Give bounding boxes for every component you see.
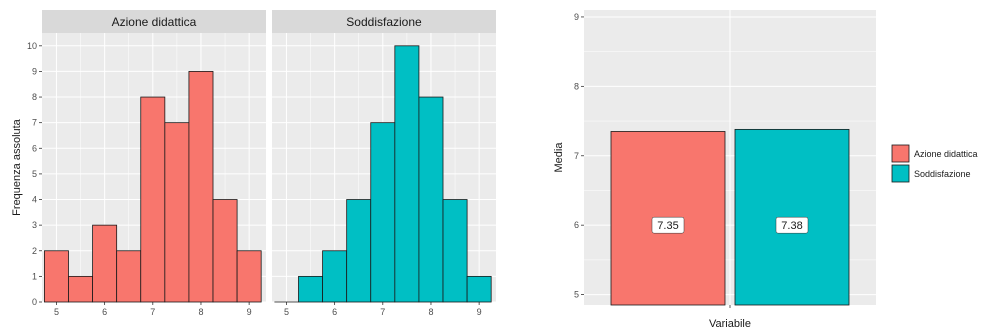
y-tick-label: 8 [32, 92, 37, 102]
y-tick-label: 6 [574, 220, 579, 230]
x-tick-label: 7 [380, 307, 385, 317]
histogram-bar [370, 122, 396, 303]
y-tick-label: 7 [32, 118, 37, 128]
histogram-bar [92, 224, 118, 303]
y-tick-label: 9 [574, 12, 579, 22]
histogram-bar [346, 199, 372, 303]
value-label: 7.38 [781, 220, 802, 232]
y-tick-label: 8 [574, 81, 579, 91]
histogram-bar [394, 45, 420, 303]
histogram-bar [68, 275, 93, 303]
value-label: 7.35 [657, 220, 678, 232]
histogram-bar [140, 96, 166, 303]
x-axis-title: Variabile [709, 318, 751, 330]
x-tick-label: 9 [477, 307, 482, 317]
value-label-box [651, 216, 685, 234]
y-tick-label: 7 [574, 151, 579, 161]
legend-label: Azione didattica [914, 149, 978, 159]
y-tick-label: 6 [32, 143, 37, 153]
x-tick-label: 5 [284, 307, 289, 317]
y-tick-label: 5 [32, 169, 37, 179]
legend-key [891, 144, 910, 163]
x-tick-label: 8 [428, 307, 433, 317]
histogram-bar [164, 122, 190, 303]
y-tick-label: 1 [32, 271, 37, 281]
legend-key [891, 164, 910, 183]
histogram-bar [212, 199, 238, 303]
histogram-bar [442, 199, 468, 303]
y-axis-title: Frequenza assoluta [11, 118, 23, 215]
histogram-bar [466, 275, 492, 303]
y-tick-label: 10 [27, 41, 37, 51]
x-tick-label: 7 [150, 307, 155, 317]
facet-strip-label: Azione didattica [112, 15, 197, 29]
histogram-bar [236, 250, 262, 303]
y-tick-label: 5 [574, 290, 579, 300]
histogram-bar [298, 275, 323, 303]
facet-strip [272, 10, 496, 33]
facet-strip-label: Soddisfazione [346, 15, 422, 29]
histogram-chart: Azione didattica 5 6 7 8 9 Soddisfazione 5 6 7 8 9 0… [11, 10, 496, 317]
x-tick-label: 6 [332, 307, 337, 317]
histogram-bar [322, 250, 348, 303]
histogram-bar [188, 71, 214, 303]
x-tick-label: 6 [102, 307, 107, 317]
legend-label: Soddisfazione [914, 169, 971, 179]
y-axis-title: Media [553, 142, 565, 173]
histogram-bar [44, 250, 69, 303]
y-tick-label: 0 [32, 297, 37, 307]
histogram-bar [418, 96, 444, 303]
y-tick-label: 4 [32, 195, 37, 205]
y-tick-label: 3 [32, 220, 37, 230]
facet-strip [42, 10, 266, 33]
x-tick-label: 9 [247, 307, 252, 317]
mean-bar-chart: 5 6 7 8 9 7.35 7.38 Variabile Media Azione didatt… [553, 10, 978, 330]
y-tick-label: 2 [32, 246, 37, 256]
x-tick-label: 8 [198, 307, 203, 317]
x-tick-label: 5 [54, 307, 59, 317]
histogram-bar [116, 250, 142, 303]
y-tick-label: 9 [32, 66, 37, 76]
value-label-box [775, 216, 809, 234]
